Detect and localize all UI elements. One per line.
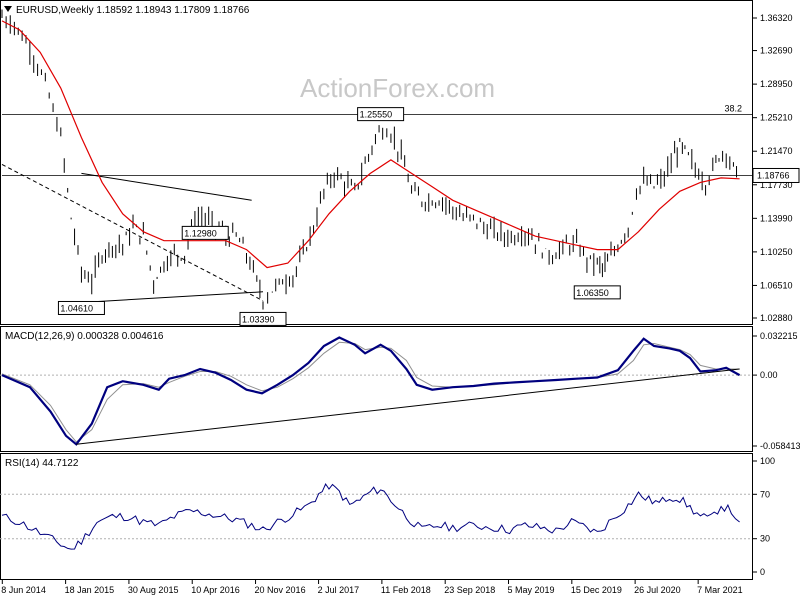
macd-trendline [76,368,740,445]
rsi-plot: 100 70 30 0 [0,456,775,577]
price-trendline [81,291,264,303]
macd-panel-frame [0,326,753,452]
last-price-label: 1.18766 [757,170,790,180]
price-y-tick-label: 1.21470 [760,146,793,156]
x-tick-label: 5 May 2019 [508,585,555,595]
price-panel-header: EURUSD,Weekly 1.18592 1.18943 1.17809 1.… [16,5,250,16]
x-tick-label: 2 Jul 2017 [318,585,360,595]
price-annotation-box [57,300,105,315]
macd-panel-header: MACD(12,26,9) 0.000328 0.004616 [5,331,164,342]
macd-y-tick-label: 0.00 [760,370,778,380]
price-y-tick-label: 1.13990 [760,213,793,223]
fib-level-label: 38.2 [725,104,743,114]
price-y-tick-label: 1.02880 [760,313,793,323]
x-tick-label: 11 Feb 2018 [381,585,431,595]
x-tick-label: 15 Dec 2019 [571,585,622,595]
price-annotation-label: 1.03390 [242,314,275,324]
x-tick-label: 7 Mar 2021 [697,585,743,595]
rsi-y-tick-label: 70 [760,489,770,499]
price-y-tick-label: 1.28950 [760,79,793,89]
price-trendline [81,172,252,201]
rsi-panel-frame [0,453,753,580]
x-tick-label: 23 Sep 2018 [444,585,495,595]
x-tick-label: 8 Jun 2014 [1,585,46,595]
price-annotation-label: 1.04610 [60,303,93,313]
price-y-tick-label: 1.36320 [760,13,793,23]
last-price-box [752,167,800,183]
macd-y-tick-label: -0.058413 [760,441,800,451]
macd-main-line [1,336,741,446]
price-y-tick-label: 1.25210 [760,113,793,123]
macd-plot: 0.032215 0.00 -0.058413 [0,331,800,451]
x-tick-label: 26 Jul 2020 [634,585,681,595]
price-annotation-box [573,285,621,300]
price-y-tick-label: 1.32690 [760,46,793,56]
price-y-tick-label: 1.06510 [760,280,793,290]
price-panel-frame [0,0,753,325]
price-annotation-box [357,107,405,122]
rsi-panel-header: RSI(14) 44.7122 [5,458,79,469]
rsi-y-tick-label: 100 [760,456,775,466]
price-annotation-label: 1.06350 [576,288,609,298]
x-tick-label: 30 Aug 2015 [128,585,179,595]
price-annotation-box [239,311,287,326]
price-trendline [1,163,264,302]
rsi-y-tick-label: 0 [760,567,765,577]
macd-y-tick-label: 0.032215 [760,331,798,341]
rsi-line [1,482,740,550]
price-y-tick-label: 1.17730 [760,180,793,190]
price-annotation-label: 1.12980 [184,228,217,238]
x-tick-label: 18 Jan 2015 [65,585,115,595]
price-y-tick-label: 1.10250 [760,247,793,257]
price-plot: 1.36320 1.32690 1.28950 1.25210 1.21470 1.177… [1,9,800,326]
x-tick-label: 10 Apr 2016 [191,585,240,595]
collapse-arrow-icon[interactable] [4,6,12,12]
x-axis: 8 Jun 2014 18 Jan 2015 30 Aug 2015 10 Apr 2… [1,580,743,595]
price-annotation-label: 1.25550 [360,110,393,120]
x-tick-label: 20 Nov 2016 [255,585,306,595]
moving-average-line [1,20,740,269]
price-annotation-box [181,225,229,240]
rsi-y-tick-label: 30 [760,534,770,544]
watermark: ActionForex.com [300,73,495,103]
